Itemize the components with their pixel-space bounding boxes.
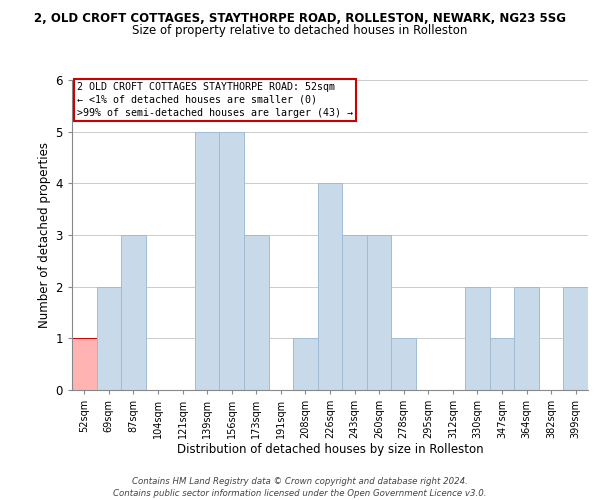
Bar: [391, 338, 416, 390]
Text: 2 OLD CROFT COTTAGES STAYTHORPE ROAD: 52sqm
← <1% of detached houses are smaller: 2 OLD CROFT COTTAGES STAYTHORPE ROAD: 52…: [77, 82, 353, 118]
Bar: [563, 286, 588, 390]
Text: 2, OLD CROFT COTTAGES, STAYTHORPE ROAD, ROLLESTON, NEWARK, NG23 5SG: 2, OLD CROFT COTTAGES, STAYTHORPE ROAD, …: [34, 12, 566, 26]
Bar: [220, 132, 244, 390]
X-axis label: Distribution of detached houses by size in Rolleston: Distribution of detached houses by size …: [176, 442, 484, 456]
Bar: [97, 286, 121, 390]
Bar: [465, 286, 490, 390]
Bar: [293, 338, 318, 390]
Bar: [490, 338, 514, 390]
Bar: [121, 235, 146, 390]
Bar: [318, 184, 342, 390]
Text: Contains HM Land Registry data © Crown copyright and database right 2024.
Contai: Contains HM Land Registry data © Crown c…: [113, 476, 487, 498]
Text: Size of property relative to detached houses in Rolleston: Size of property relative to detached ho…: [133, 24, 467, 37]
Bar: [244, 235, 269, 390]
Bar: [195, 132, 220, 390]
Bar: [342, 235, 367, 390]
Bar: [514, 286, 539, 390]
Bar: [367, 235, 391, 390]
Y-axis label: Number of detached properties: Number of detached properties: [38, 142, 52, 328]
Bar: [72, 338, 97, 390]
